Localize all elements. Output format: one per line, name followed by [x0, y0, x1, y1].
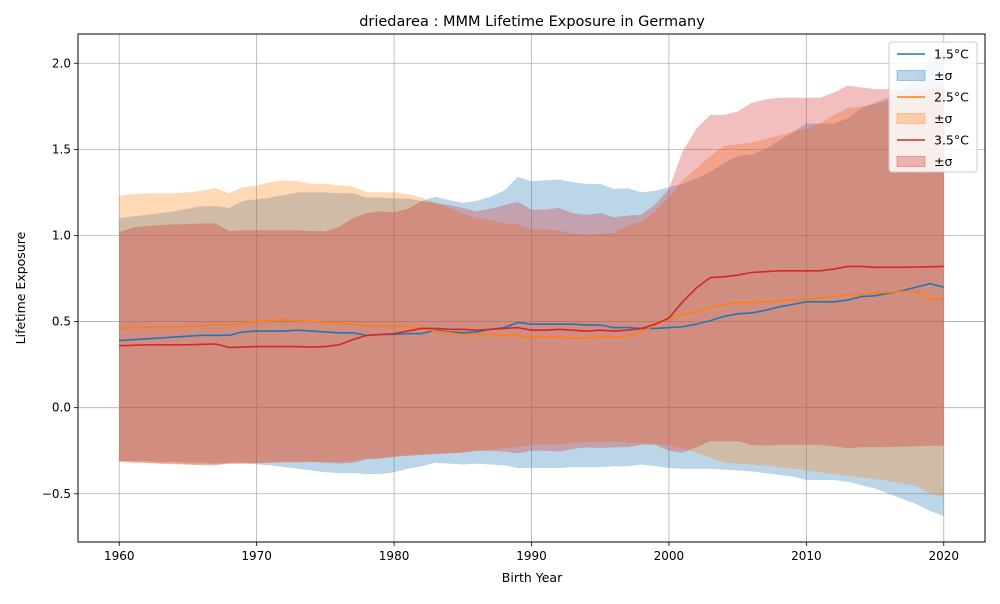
x-tick-label: 2000	[654, 549, 685, 563]
y-tick-label: 0.0	[52, 401, 71, 415]
x-tick-label: 1980	[379, 549, 410, 563]
series-lines	[119, 265, 944, 349]
band-2-5-c	[119, 87, 944, 498]
chart-title: driedarea : MMM Lifetime Exposure in Ger…	[359, 14, 705, 30]
line-1-5-c	[119, 282, 944, 342]
legend-band-label: ±σ	[934, 68, 952, 83]
grid-lines	[78, 34, 985, 542]
band-3-5-c	[119, 85, 944, 466]
x-tick-label: 1970	[241, 549, 272, 563]
legend-band-label: ±σ	[934, 111, 952, 126]
x-tick-label: 2020	[928, 549, 959, 563]
x-axis-label: Birth Year	[502, 570, 563, 585]
line-3-5-c	[119, 265, 944, 349]
axis-ticks: 1960 1970 1980 1990 2000 2010 2020 −0.5 0.0 0.5 1.…	[42, 56, 959, 563]
legend: 1.5°C ±σ 2.5°C ±σ 3.5°C ±σ	[888, 41, 978, 173]
legend-label: 1.5°C	[934, 47, 969, 62]
legend-label: 2.5°C	[934, 90, 969, 105]
y-tick-label: 2.0	[52, 56, 71, 70]
x-tick-label: 1990	[516, 549, 547, 563]
legend-band-swatch	[896, 70, 926, 81]
y-axis-label: Lifetime Exposure	[13, 231, 28, 344]
x-tick-label: 2010	[791, 549, 822, 563]
band-1-5-c	[119, 56, 944, 517]
line-2-5-c	[119, 290, 944, 339]
x-tick-label: 1960	[104, 549, 135, 563]
legend-band-swatch	[896, 113, 926, 124]
y-tick-label: −0.5	[42, 487, 71, 501]
legend-band-label: ±σ	[934, 154, 952, 169]
y-tick-label: 1.0	[52, 228, 71, 242]
y-tick-label: 1.5	[52, 142, 71, 156]
band-areas	[119, 56, 944, 517]
legend-label: 3.5°C	[934, 133, 969, 148]
legend-box	[888, 41, 978, 173]
legend-band-swatch	[896, 156, 926, 167]
y-tick-label: 0.5	[52, 315, 71, 329]
